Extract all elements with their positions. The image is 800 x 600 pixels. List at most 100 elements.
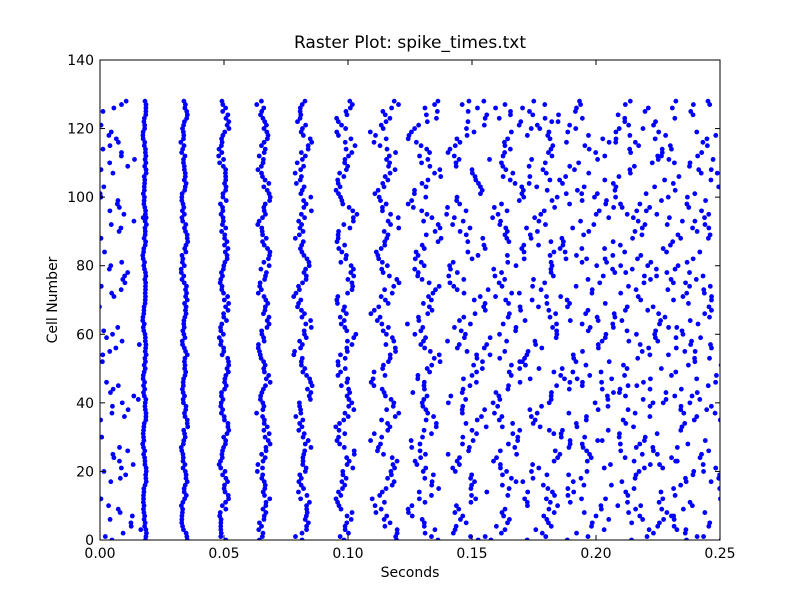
spike-point bbox=[673, 345, 679, 351]
spike-point bbox=[136, 342, 142, 347]
spike-point bbox=[254, 469, 260, 474]
spike-point bbox=[225, 112, 231, 118]
spike-point bbox=[132, 157, 137, 162]
spike-point bbox=[672, 393, 678, 399]
spike-point bbox=[266, 181, 272, 186]
spike-point bbox=[142, 98, 148, 104]
spike-point bbox=[427, 150, 432, 155]
spike-point bbox=[220, 163, 226, 169]
spike-point bbox=[135, 397, 141, 402]
spike-point bbox=[674, 445, 680, 450]
spike-point bbox=[493, 390, 499, 395]
spike-point bbox=[93, 366, 98, 371]
spike-point bbox=[631, 424, 636, 430]
spike-point bbox=[353, 331, 359, 337]
spike-point bbox=[729, 246, 734, 251]
spike-point bbox=[660, 400, 666, 406]
spike-point bbox=[708, 342, 713, 347]
spike-point bbox=[523, 362, 528, 368]
x-tick-label: 0.15 bbox=[456, 546, 487, 562]
spike-point bbox=[94, 298, 99, 303]
spike-point bbox=[610, 321, 616, 327]
spike-point bbox=[223, 225, 229, 231]
spike-point bbox=[460, 403, 466, 409]
spike-point bbox=[218, 520, 224, 526]
spike-point bbox=[378, 122, 384, 128]
spike-point bbox=[265, 246, 270, 251]
spike-point bbox=[349, 102, 355, 107]
spike-point bbox=[119, 259, 125, 265]
spike-point bbox=[267, 249, 273, 255]
spike-point bbox=[671, 513, 677, 519]
spike-point bbox=[100, 496, 104, 502]
spike-point bbox=[598, 503, 604, 509]
spike-point bbox=[548, 239, 554, 245]
spike-point bbox=[672, 115, 678, 121]
spike-point bbox=[558, 434, 564, 440]
spike-point bbox=[552, 493, 557, 498]
spike-point bbox=[265, 438, 271, 443]
spike-point bbox=[457, 462, 462, 467]
spike-point bbox=[424, 119, 430, 125]
spike-point bbox=[184, 417, 190, 423]
spike-point bbox=[138, 527, 144, 533]
spike-point bbox=[487, 352, 493, 358]
spike-point bbox=[502, 277, 508, 282]
spike-point bbox=[224, 239, 230, 245]
spike-point bbox=[700, 273, 706, 279]
spike-point bbox=[492, 273, 498, 279]
spike-point bbox=[683, 280, 688, 286]
spike-point bbox=[179, 510, 185, 515]
spike-point bbox=[255, 167, 261, 173]
spike-point bbox=[538, 211, 544, 217]
spike-point bbox=[454, 194, 460, 200]
spike-point bbox=[350, 218, 356, 224]
spike-point bbox=[179, 191, 185, 197]
spike-point bbox=[617, 441, 623, 447]
spike-point bbox=[222, 417, 227, 423]
spike-point bbox=[505, 136, 511, 142]
spike-point bbox=[447, 280, 453, 286]
spike-point bbox=[482, 534, 488, 539]
spike-point bbox=[658, 366, 664, 371]
spike-point bbox=[557, 177, 563, 183]
spike-point bbox=[573, 126, 579, 131]
spike-point bbox=[506, 301, 511, 306]
spike-point bbox=[335, 359, 341, 365]
spike-point bbox=[300, 133, 306, 138]
spike-point bbox=[581, 510, 587, 515]
spike-point bbox=[639, 232, 645, 238]
spike-point bbox=[425, 311, 431, 317]
spike-point bbox=[574, 105, 579, 111]
spike-point bbox=[495, 211, 501, 217]
spike-point bbox=[302, 215, 307, 221]
spike-point bbox=[649, 160, 655, 166]
spike-point bbox=[526, 163, 532, 169]
spike-point bbox=[396, 410, 402, 416]
spike-point bbox=[557, 246, 563, 251]
spike-point bbox=[344, 513, 350, 519]
spike-point bbox=[297, 403, 303, 409]
spike-point bbox=[618, 290, 624, 296]
spike-point bbox=[655, 153, 661, 159]
spike-point bbox=[548, 393, 554, 399]
spike-point bbox=[341, 417, 347, 423]
spike-point bbox=[650, 400, 656, 406]
spike-point bbox=[621, 362, 626, 368]
spike-point bbox=[672, 266, 678, 272]
spike-point bbox=[706, 211, 712, 217]
spike-point bbox=[533, 527, 539, 533]
spike-point bbox=[547, 253, 553, 258]
spike-point bbox=[512, 445, 518, 450]
spike-point bbox=[125, 448, 131, 454]
spike-point bbox=[222, 129, 228, 135]
spike-point bbox=[610, 266, 615, 272]
spike-point bbox=[507, 311, 512, 317]
spike-point bbox=[582, 434, 588, 440]
spike-point bbox=[389, 105, 394, 111]
spike-point bbox=[510, 421, 516, 426]
spike-point bbox=[543, 534, 549, 539]
spike-point bbox=[344, 393, 350, 399]
spike-point bbox=[219, 503, 225, 509]
spike-point bbox=[542, 102, 548, 107]
